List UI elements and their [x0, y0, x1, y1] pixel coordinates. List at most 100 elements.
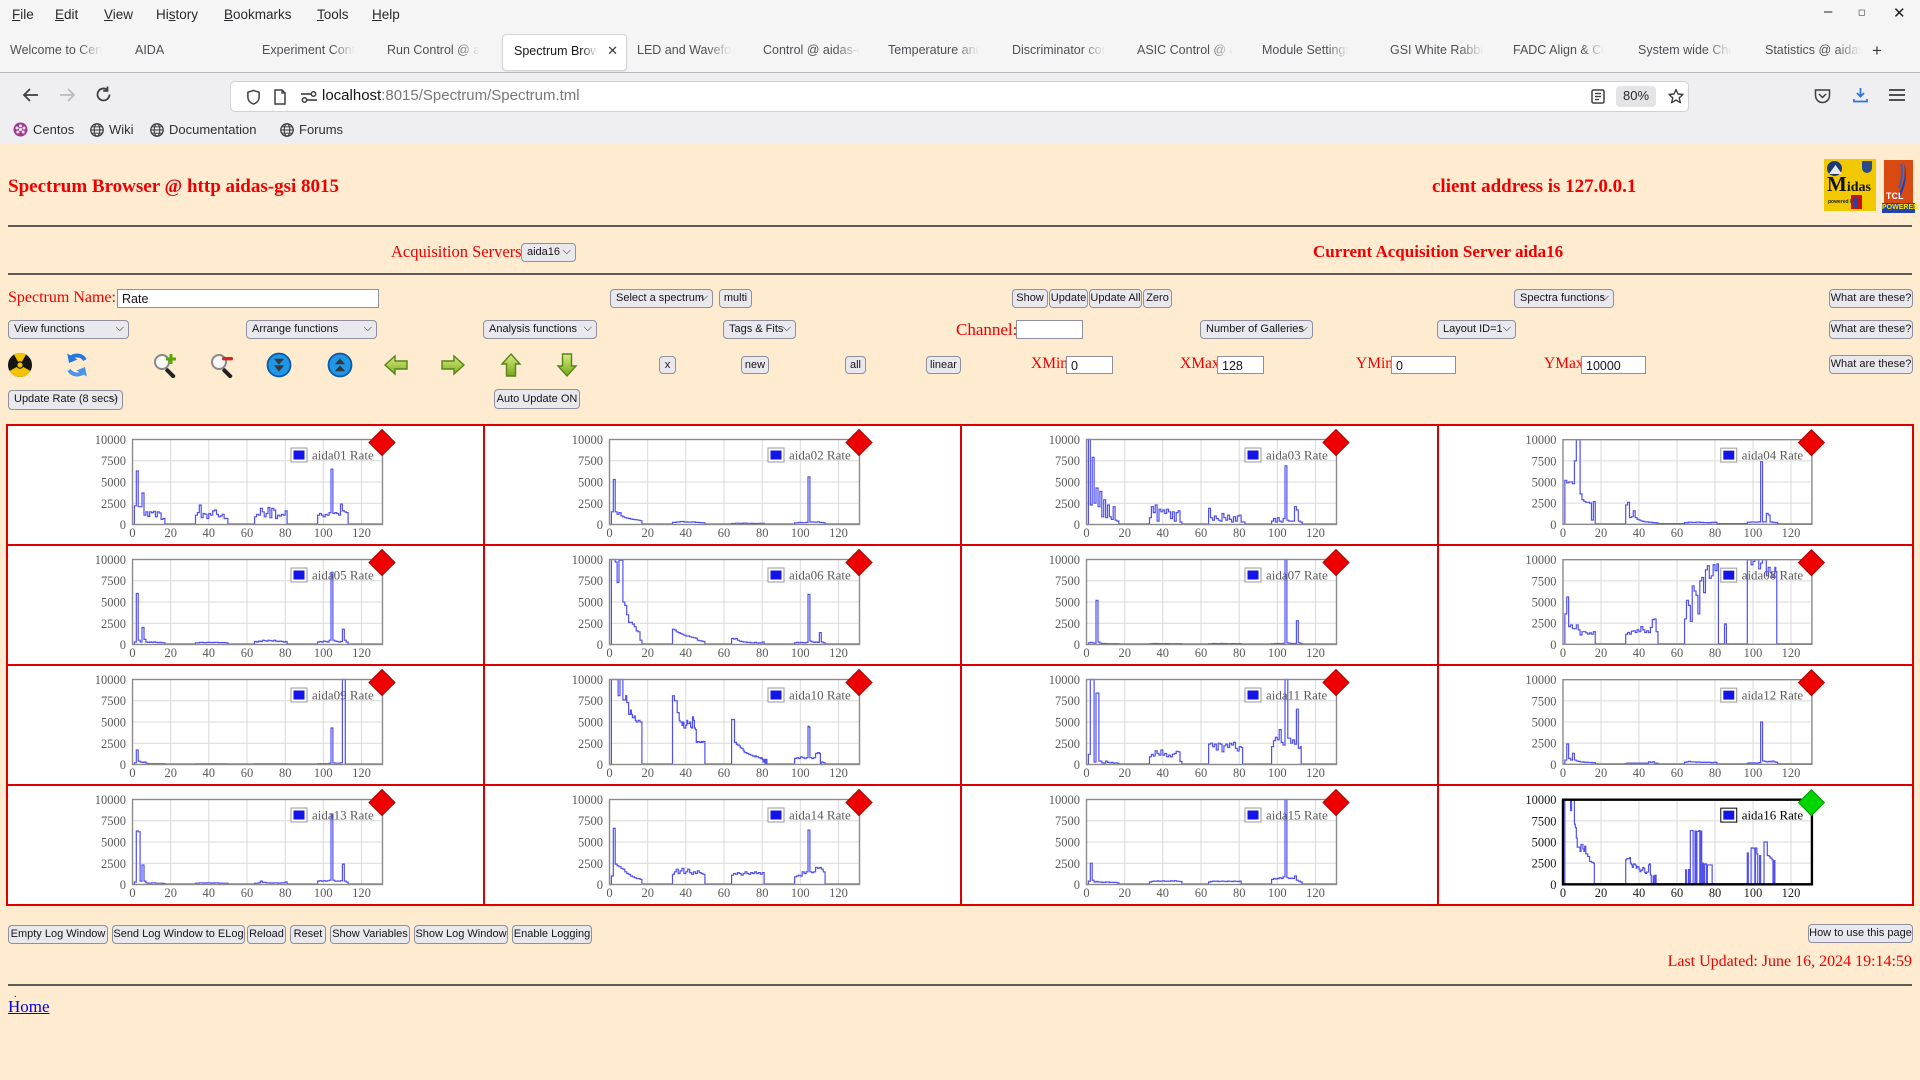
svg-text:aida04 Rate: aida04 Rate	[1742, 447, 1804, 462]
svg-text:60: 60	[241, 526, 254, 540]
svg-text:0: 0	[1074, 638, 1080, 652]
svg-text:2500: 2500	[101, 496, 126, 510]
svg-text:10000: 10000	[1049, 553, 1080, 567]
svg-text:aida10 Rate: aida10 Rate	[789, 687, 851, 702]
svg-text:aida02 Rate: aida02 Rate	[789, 447, 851, 462]
svg-text:0: 0	[1560, 645, 1566, 659]
svg-text:0: 0	[1550, 757, 1556, 771]
svg-text:2500: 2500	[1532, 616, 1557, 630]
svg-text:5000: 5000	[101, 475, 126, 489]
svg-text:aida06 Rate: aida06 Rate	[789, 567, 851, 582]
svg-text:120: 120	[829, 646, 848, 660]
svg-text:0: 0	[1083, 886, 1089, 900]
svg-text:80: 80	[756, 766, 769, 780]
svg-text:7500: 7500	[578, 814, 603, 828]
svg-text:5000: 5000	[1055, 715, 1080, 729]
svg-text:80: 80	[756, 886, 769, 900]
svg-text:7500: 7500	[578, 454, 603, 468]
svg-text:0: 0	[129, 886, 135, 900]
svg-text:40: 40	[203, 646, 216, 660]
svg-text:60: 60	[1671, 525, 1683, 539]
svg-text:40: 40	[1157, 886, 1170, 900]
svg-text:2500: 2500	[1532, 856, 1557, 870]
svg-text:0: 0	[1083, 646, 1089, 660]
svg-text:0: 0	[606, 766, 612, 780]
svg-text:100: 100	[1268, 526, 1287, 540]
svg-text:20: 20	[1595, 525, 1607, 539]
svg-text:120: 120	[352, 886, 371, 900]
svg-text:5000: 5000	[578, 715, 603, 729]
svg-text:2500: 2500	[578, 616, 603, 630]
svg-text:10000: 10000	[1049, 433, 1080, 447]
svg-text:100: 100	[1268, 766, 1287, 780]
svg-text:120: 120	[829, 886, 848, 900]
svg-text:120: 120	[829, 766, 848, 780]
svg-text:100: 100	[1268, 886, 1287, 900]
svg-text:2500: 2500	[1532, 736, 1557, 750]
svg-text:80: 80	[1709, 765, 1721, 779]
svg-text:0: 0	[120, 638, 126, 652]
svg-text:7500: 7500	[1055, 694, 1080, 708]
svg-text:100: 100	[1744, 645, 1763, 659]
svg-text:aida01 Rate: aida01 Rate	[312, 447, 374, 462]
svg-text:20: 20	[641, 766, 654, 780]
svg-text:20: 20	[1595, 885, 1607, 899]
svg-text:2500: 2500	[1055, 736, 1080, 750]
svg-text:10000: 10000	[572, 433, 603, 447]
svg-text:2500: 2500	[101, 736, 126, 750]
svg-text:40: 40	[680, 646, 693, 660]
svg-text:60: 60	[718, 886, 731, 900]
svg-text:5000: 5000	[578, 595, 603, 609]
svg-text:0: 0	[1550, 637, 1556, 651]
svg-text:40: 40	[1633, 525, 1645, 539]
svg-text:10000: 10000	[1049, 673, 1080, 687]
svg-text:20: 20	[1595, 645, 1607, 659]
svg-text:20: 20	[641, 526, 654, 540]
svg-text:5000: 5000	[1532, 475, 1557, 489]
svg-text:60: 60	[241, 886, 254, 900]
svg-text:aida08 Rate: aida08 Rate	[1742, 567, 1804, 582]
svg-text:7500: 7500	[578, 574, 603, 588]
svg-text:80: 80	[1709, 885, 1721, 899]
svg-text:0: 0	[1560, 525, 1566, 539]
svg-text:20: 20	[1595, 765, 1607, 779]
svg-text:0: 0	[120, 758, 126, 772]
svg-text:2500: 2500	[1055, 856, 1080, 870]
svg-text:100: 100	[314, 526, 333, 540]
svg-text:100: 100	[1744, 525, 1763, 539]
svg-text:120: 120	[352, 766, 371, 780]
svg-text:120: 120	[1782, 885, 1801, 899]
svg-text:100: 100	[314, 886, 333, 900]
svg-text:20: 20	[641, 646, 654, 660]
svg-text:60: 60	[241, 766, 254, 780]
svg-text:40: 40	[1633, 885, 1645, 899]
svg-text:20: 20	[1118, 526, 1131, 540]
svg-text:5000: 5000	[101, 595, 126, 609]
svg-text:20: 20	[164, 886, 177, 900]
svg-text:80: 80	[1709, 525, 1721, 539]
svg-text:aida09 Rate: aida09 Rate	[312, 687, 374, 702]
svg-text:80: 80	[279, 646, 292, 660]
svg-text:aida14 Rate: aida14 Rate	[789, 807, 851, 822]
svg-text:0: 0	[1083, 526, 1089, 540]
svg-text:5000: 5000	[1055, 595, 1080, 609]
svg-text:7500: 7500	[1055, 574, 1080, 588]
svg-text:20: 20	[1118, 766, 1131, 780]
svg-text:7500: 7500	[101, 454, 126, 468]
svg-text:80: 80	[1233, 766, 1246, 780]
svg-text:7500: 7500	[1532, 574, 1557, 588]
svg-text:10000: 10000	[572, 673, 603, 687]
svg-text:40: 40	[1157, 766, 1170, 780]
svg-text:10000: 10000	[572, 793, 603, 807]
svg-text:120: 120	[829, 526, 848, 540]
svg-text:80: 80	[1233, 646, 1246, 660]
svg-text:2500: 2500	[101, 616, 126, 630]
svg-text:10000: 10000	[95, 433, 126, 447]
svg-text:120: 120	[1306, 526, 1325, 540]
svg-text:10000: 10000	[572, 553, 603, 567]
svg-text:7500: 7500	[1055, 454, 1080, 468]
svg-text:10000: 10000	[1525, 793, 1556, 807]
svg-text:10000: 10000	[1049, 793, 1080, 807]
svg-text:80: 80	[279, 766, 292, 780]
svg-text:20: 20	[164, 766, 177, 780]
